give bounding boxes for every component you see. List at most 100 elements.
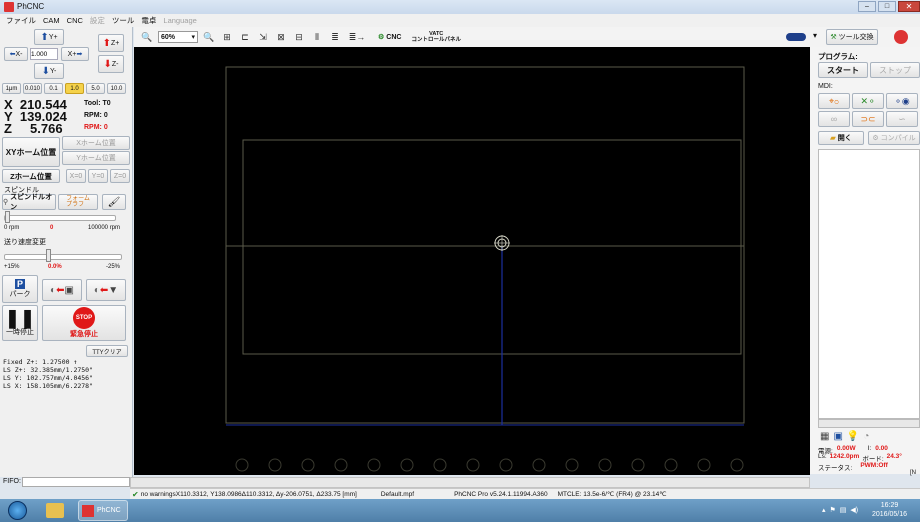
- form-button[interactable]: フォーム プラフ: [58, 194, 98, 210]
- step-size-button[interactable]: 0.1: [44, 83, 63, 94]
- ls-row: Ls: 1242.0pm ボード: 24.3°: [818, 453, 902, 463]
- emergency-stop-button[interactable]: STOP 緊急停止: [42, 305, 126, 341]
- tty-clear-button[interactable]: TTYクリア: [86, 345, 128, 357]
- menu-item[interactable]: Language: [163, 16, 197, 25]
- start-orb-icon[interactable]: [8, 501, 27, 520]
- z-zero-button[interactable]: Z=0: [110, 169, 130, 183]
- tool-change-button[interactable]: ⚒ ツール交換: [826, 29, 878, 45]
- mirror-icon[interactable]: ⫴: [315, 31, 319, 42]
- tool-clamp-button[interactable]: ◐ ⬅ ▼: [86, 279, 126, 301]
- machine-icon[interactable]: ▦: [820, 431, 830, 442]
- toolpath-canvas[interactable]: [134, 47, 810, 475]
- dro-z-label: Z: [4, 121, 12, 136]
- bulb-icon[interactable]: 💡: [846, 431, 860, 442]
- zoom-fit-icon[interactable]: ⊞: [223, 31, 231, 42]
- x-home-button[interactable]: Xホーム位置: [62, 136, 130, 150]
- console-line: Fixed Z+: 1.27500 ↑: [3, 358, 78, 366]
- settings-gear-icon[interactable]: [894, 30, 908, 44]
- park-button[interactable]: P パーク: [2, 275, 38, 303]
- chevron-down-icon[interactable]: ▾: [813, 31, 818, 40]
- z-home-button[interactable]: Zホーム位置: [2, 169, 60, 183]
- console-output: Fixed Z+: 1.27500 ↑ LS Z+: 32.385mm/1.275…: [3, 358, 129, 476]
- y-zero-button[interactable]: Y=0: [88, 169, 108, 183]
- work-area-inner: [242, 139, 742, 355]
- spindle-max: 100000 rpm: [88, 225, 121, 231]
- x-zero-button[interactable]: X=0: [66, 169, 86, 183]
- explorer-icon[interactable]: [46, 503, 64, 518]
- spindle-slider-thumb[interactable]: [5, 211, 10, 223]
- rpm-label-2: RPM: 0: [84, 124, 108, 131]
- wifi-icon[interactable]: ◔: [863, 431, 870, 442]
- zoom-out-icon[interactable]: 🔍: [141, 31, 153, 42]
- maximize-button[interactable]: □: [878, 1, 896, 12]
- feed-slider[interactable]: [4, 254, 122, 260]
- taskbar-app-phcnc[interactable]: PhCNC: [78, 500, 128, 521]
- zoom-in-icon[interactable]: 🔍: [203, 31, 215, 42]
- tray-network-icon[interactable]: ▤: [839, 507, 847, 514]
- jog-step-input[interactable]: [30, 48, 58, 60]
- atc-control-panel-button[interactable]: VATC コントロールパネル: [411, 31, 461, 43]
- open-button[interactable]: ▰ 開く: [818, 131, 864, 145]
- pause-label: 一時停止: [6, 329, 34, 336]
- shape-b-icon[interactable]: ⊃⊂: [852, 111, 884, 127]
- jog-x-minus-button[interactable]: ⬅ X-: [4, 47, 28, 61]
- spindle-on-button[interactable]: ⚲ スピンドルオン: [2, 194, 56, 211]
- cnc-button[interactable]: ⚙ CNC: [378, 33, 401, 42]
- dimension-icon[interactable]: ⊟: [295, 31, 303, 42]
- shape-c-icon[interactable]: ∽: [886, 111, 918, 127]
- title-bar: PhCNC – □ ✕: [0, 0, 920, 14]
- step-size-button[interactable]: 10.0: [107, 83, 126, 94]
- jog-x-plus-button[interactable]: X+ ➡: [61, 47, 89, 61]
- canvas-horizontal-scrollbar[interactable]: [130, 477, 810, 488]
- spindle-current: 0: [50, 225, 54, 231]
- close-button[interactable]: ✕: [898, 1, 920, 12]
- feed-slider-thumb[interactable]: [46, 249, 51, 262]
- menu-item[interactable]: 設定: [89, 16, 105, 25]
- brush-button[interactable]: 🖌: [102, 194, 126, 210]
- shape-a-icon[interactable]: ∞: [818, 111, 850, 127]
- laser-on-icon[interactable]: ⌖⚬: [818, 93, 850, 109]
- tray-flag-icon[interactable]: ⚑: [829, 507, 836, 514]
- layer-icon[interactable]: ≣: [331, 31, 339, 42]
- jog-y-minus-button[interactable]: ⬇ Y-: [34, 63, 64, 79]
- jog-z-minus-button[interactable]: ⬇ Z-: [98, 55, 124, 73]
- compile-button[interactable]: ⚙ コンパイル: [868, 131, 920, 145]
- zoom-select[interactable]: 60% ▾: [158, 31, 198, 43]
- menu-item[interactable]: ツール: [111, 16, 135, 25]
- step-size-button[interactable]: 1.0: [65, 83, 84, 94]
- menu-item[interactable]: CNC: [66, 16, 83, 25]
- menu-item[interactable]: 電卓: [141, 16, 157, 25]
- step-size-button[interactable]: 5.0: [86, 83, 105, 94]
- jog-y-plus-button[interactable]: ⬆ Y+: [34, 29, 64, 45]
- feed-current: 0.0%: [48, 264, 62, 270]
- camera-icon[interactable]: ▣: [833, 431, 843, 442]
- tray-arrow-icon[interactable]: ▴: [822, 507, 826, 514]
- pause-button[interactable]: ❚❚ 一時停止: [2, 305, 38, 341]
- menu-item[interactable]: ファイル: [6, 16, 36, 25]
- clock[interactable]: 16:29 2016/05/16: [872, 501, 907, 519]
- step-size-button[interactable]: 0.010: [23, 83, 42, 94]
- coolant-icon[interactable]: ⚬◉: [886, 93, 918, 109]
- stop-button[interactable]: ストップ: [870, 62, 920, 78]
- start-button[interactable]: スタート: [818, 62, 868, 78]
- step-size-button[interactable]: 1μm: [2, 83, 21, 94]
- tool-release-button[interactable]: ◐ ⬅ ▣: [42, 279, 82, 301]
- tray-volume-icon[interactable]: ◀): [850, 507, 859, 514]
- program-scrollbar[interactable]: [818, 419, 920, 428]
- atc-pocket: [400, 458, 414, 472]
- clock-time: 16:29: [880, 502, 899, 509]
- transfer-icon[interactable]: ≣→: [348, 31, 366, 42]
- tool-path-icon[interactable]: ⊏: [241, 31, 249, 42]
- spindle-slider[interactable]: [4, 215, 116, 221]
- xy-home-button[interactable]: XYホーム位置: [2, 137, 60, 167]
- menu-item[interactable]: CAM: [43, 16, 60, 25]
- console-line: LS Z+: 32.385mm/1.2750": [3, 366, 94, 374]
- jog-z-plus-button[interactable]: ⬆ Z+: [98, 34, 124, 52]
- dro-z-value: 5.766: [30, 121, 63, 136]
- y-home-button[interactable]: Yホーム位置: [62, 151, 130, 165]
- laser-off-icon[interactable]: ✕⚬: [852, 93, 884, 109]
- rapid-icon[interactable]: ⇲: [259, 31, 267, 42]
- program-editor[interactable]: [818, 149, 920, 419]
- minimize-button[interactable]: –: [858, 1, 876, 12]
- toggle-grid-icon[interactable]: ⊠: [277, 31, 285, 42]
